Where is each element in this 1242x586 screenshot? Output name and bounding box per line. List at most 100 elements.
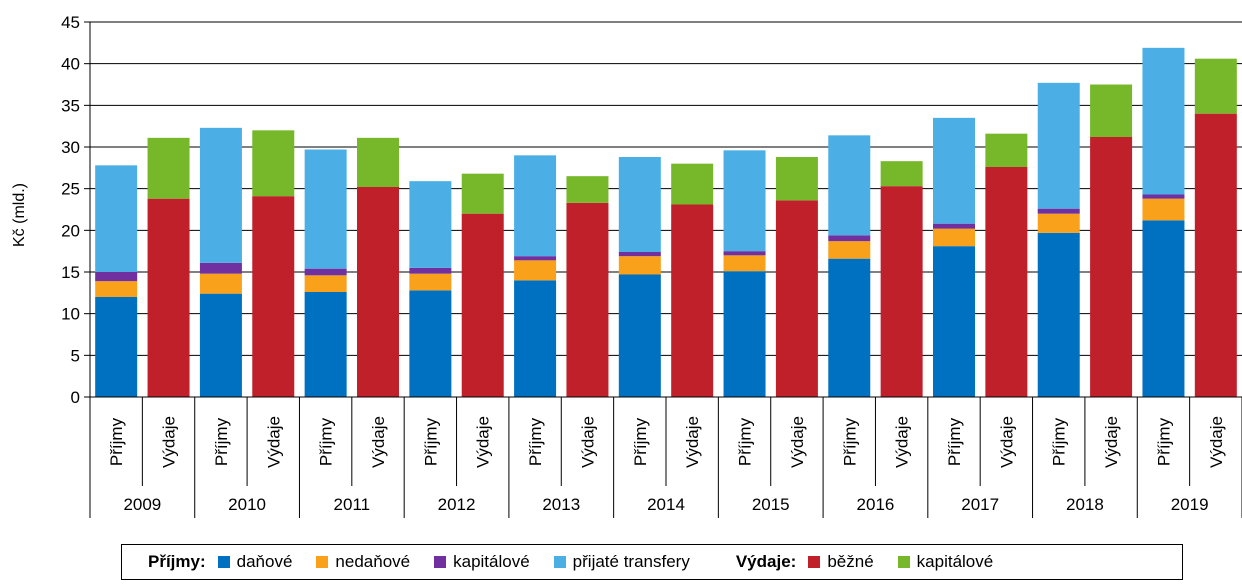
bar-income-2016-0 bbox=[828, 258, 871, 397]
bar-income-2014-3 bbox=[618, 157, 661, 252]
bar-label-income-2018: Příjmy bbox=[1050, 417, 1069, 466]
bar-income-2012-0 bbox=[409, 290, 452, 397]
y-tick-label: 40 bbox=[61, 55, 80, 74]
legend-income-title: Příjmy: bbox=[148, 552, 206, 571]
bar-income-2017-3 bbox=[933, 117, 975, 224]
bar-label-expense-2013: Výdaje bbox=[578, 416, 597, 468]
legend-label-bezne: běžné bbox=[827, 552, 874, 571]
bar-income-2009-1 bbox=[95, 281, 138, 297]
legend-item-nedanove: nedaňové bbox=[316, 552, 410, 572]
bar-expense-2018-0 bbox=[1090, 137, 1133, 397]
bar-income-2015-1 bbox=[723, 255, 766, 272]
bar-income-2011-1 bbox=[304, 275, 347, 292]
bar-label-income-2011: Příjmy bbox=[317, 417, 336, 466]
bar-income-2017-1 bbox=[933, 228, 975, 247]
year-label-2009: 2009 bbox=[123, 495, 161, 514]
bar-income-2011-2 bbox=[304, 268, 347, 276]
bar-income-2019-0 bbox=[1142, 220, 1185, 397]
year-label-2010: 2010 bbox=[228, 495, 266, 514]
bar-expense-2017-0 bbox=[985, 167, 1028, 397]
y-tick-label: 5 bbox=[71, 346, 80, 365]
bar-income-2009-0 bbox=[95, 297, 138, 397]
legend-label-kapitalove-expense: kapitálové bbox=[916, 552, 994, 571]
legend-label-prijate-transfery: přijaté transfery bbox=[572, 552, 690, 571]
bar-label-income-2009: Příjmy bbox=[107, 417, 126, 466]
legend-swatch-danove bbox=[217, 556, 230, 568]
legend-label-nedanove: nedaňové bbox=[335, 552, 411, 571]
bar-label-income-2019: Příjmy bbox=[1154, 417, 1173, 466]
bar-expense-2017-1 bbox=[985, 133, 1028, 167]
bar-label-expense-2011: Výdaje bbox=[369, 416, 388, 468]
bar-expense-2009-0 bbox=[147, 198, 190, 397]
bar-income-2016-2 bbox=[828, 235, 871, 242]
bar-expense-2016-1 bbox=[880, 161, 923, 187]
bar-income-2014-2 bbox=[618, 252, 661, 257]
bar-label-income-2014: Příjmy bbox=[631, 417, 650, 466]
bar-income-2015-2 bbox=[723, 251, 766, 256]
y-tick-label: 30 bbox=[61, 138, 80, 157]
year-label-2019: 2019 bbox=[1171, 495, 1209, 514]
bar-label-income-2015: Příjmy bbox=[736, 417, 755, 466]
legend-item-bezne: běžné bbox=[808, 552, 874, 572]
y-tick-label: 35 bbox=[61, 96, 80, 115]
bar-income-2019-3 bbox=[1142, 47, 1185, 195]
bar-expense-2019-1 bbox=[1194, 58, 1237, 114]
legend-expense-title: Výdaje: bbox=[735, 552, 797, 571]
legend-swatch-prijate-transfery bbox=[553, 556, 566, 568]
bar-expense-2010-0 bbox=[252, 196, 295, 397]
year-label-2017: 2017 bbox=[961, 495, 999, 514]
bar-income-2013-2 bbox=[514, 256, 557, 261]
bar-label-expense-2018: Výdaje bbox=[1102, 416, 1121, 468]
legend-label-kapitalove-income: kapitálové bbox=[453, 552, 530, 571]
bar-label-expense-2012: Výdaje bbox=[474, 416, 493, 468]
y-tick-label: 15 bbox=[61, 263, 80, 282]
bar-expense-2019-0 bbox=[1194, 113, 1237, 398]
bar-expense-2011-0 bbox=[357, 187, 399, 397]
bar-label-income-2010: Příjmy bbox=[212, 417, 231, 466]
bar-expense-2015-1 bbox=[775, 157, 818, 201]
bar-label-expense-2015: Výdaje bbox=[788, 416, 807, 468]
bar-income-2009-2 bbox=[95, 272, 138, 282]
chart: 0 5 10 15 20 25 30 35 40 45 Příjmy Výdaje 2009 Příjmy… bbox=[11, 13, 1242, 518]
axis-labels: 0 5 10 15 20 25 30 35 40 45 Příjmy Výdaje 2009 Příjmy… bbox=[61, 13, 1226, 514]
bar-label-expense-2010: Výdaje bbox=[264, 416, 283, 468]
bar-income-2009-3 bbox=[95, 165, 138, 272]
bar-income-2010-2 bbox=[199, 262, 242, 274]
legend-item-kapitalove-expense: kapitálové bbox=[897, 552, 994, 572]
y-tick-label: 10 bbox=[61, 305, 80, 324]
bar-income-2015-3 bbox=[723, 150, 766, 252]
bar-expense-2015-0 bbox=[775, 200, 818, 397]
year-label-2014: 2014 bbox=[647, 495, 685, 514]
bar-income-2019-2 bbox=[1142, 194, 1185, 199]
year-label-2013: 2013 bbox=[542, 495, 580, 514]
year-label-2011: 2011 bbox=[334, 495, 371, 514]
bar-expense-2018-1 bbox=[1090, 84, 1133, 137]
axes bbox=[84, 21, 1242, 518]
bar-label-expense-2019: Výdaje bbox=[1207, 416, 1226, 468]
bar-expense-2011-1 bbox=[357, 137, 399, 187]
bar-income-2013-3 bbox=[514, 155, 557, 257]
bar-label-expense-2017: Výdaje bbox=[997, 416, 1016, 468]
bar-income-2015-0 bbox=[723, 271, 766, 397]
y-tick-label: 45 bbox=[61, 13, 80, 32]
legend-expense-group: Výdaje: běžné kapitálové bbox=[736, 552, 1017, 572]
bar-expense-2013-1 bbox=[566, 176, 609, 203]
bar-expense-2012-1 bbox=[461, 173, 504, 214]
bar-income-2010-1 bbox=[199, 273, 242, 294]
bar-label-income-2017: Příjmy bbox=[945, 417, 964, 466]
bar-income-2018-3 bbox=[1037, 82, 1080, 209]
legend-swatch-bezne bbox=[808, 556, 821, 568]
bar-expense-2013-0 bbox=[566, 202, 609, 397]
bar-income-2014-0 bbox=[618, 274, 661, 397]
bar-income-2017-0 bbox=[933, 246, 975, 397]
bar-income-2016-1 bbox=[828, 241, 871, 259]
y-axis-title: Kč (mld.) bbox=[11, 183, 28, 247]
legend-item-kapitalove-income: kapitálové bbox=[434, 552, 530, 572]
legend-swatch-nedanove bbox=[316, 556, 329, 568]
bar-income-2016-3 bbox=[828, 135, 871, 236]
bar-expense-2016-0 bbox=[880, 186, 923, 397]
bar-label-expense-2014: Výdaje bbox=[683, 416, 702, 468]
bar-income-2018-2 bbox=[1037, 208, 1080, 214]
bar-income-2013-0 bbox=[514, 280, 557, 397]
legend-label-danove: daňové bbox=[236, 552, 293, 571]
